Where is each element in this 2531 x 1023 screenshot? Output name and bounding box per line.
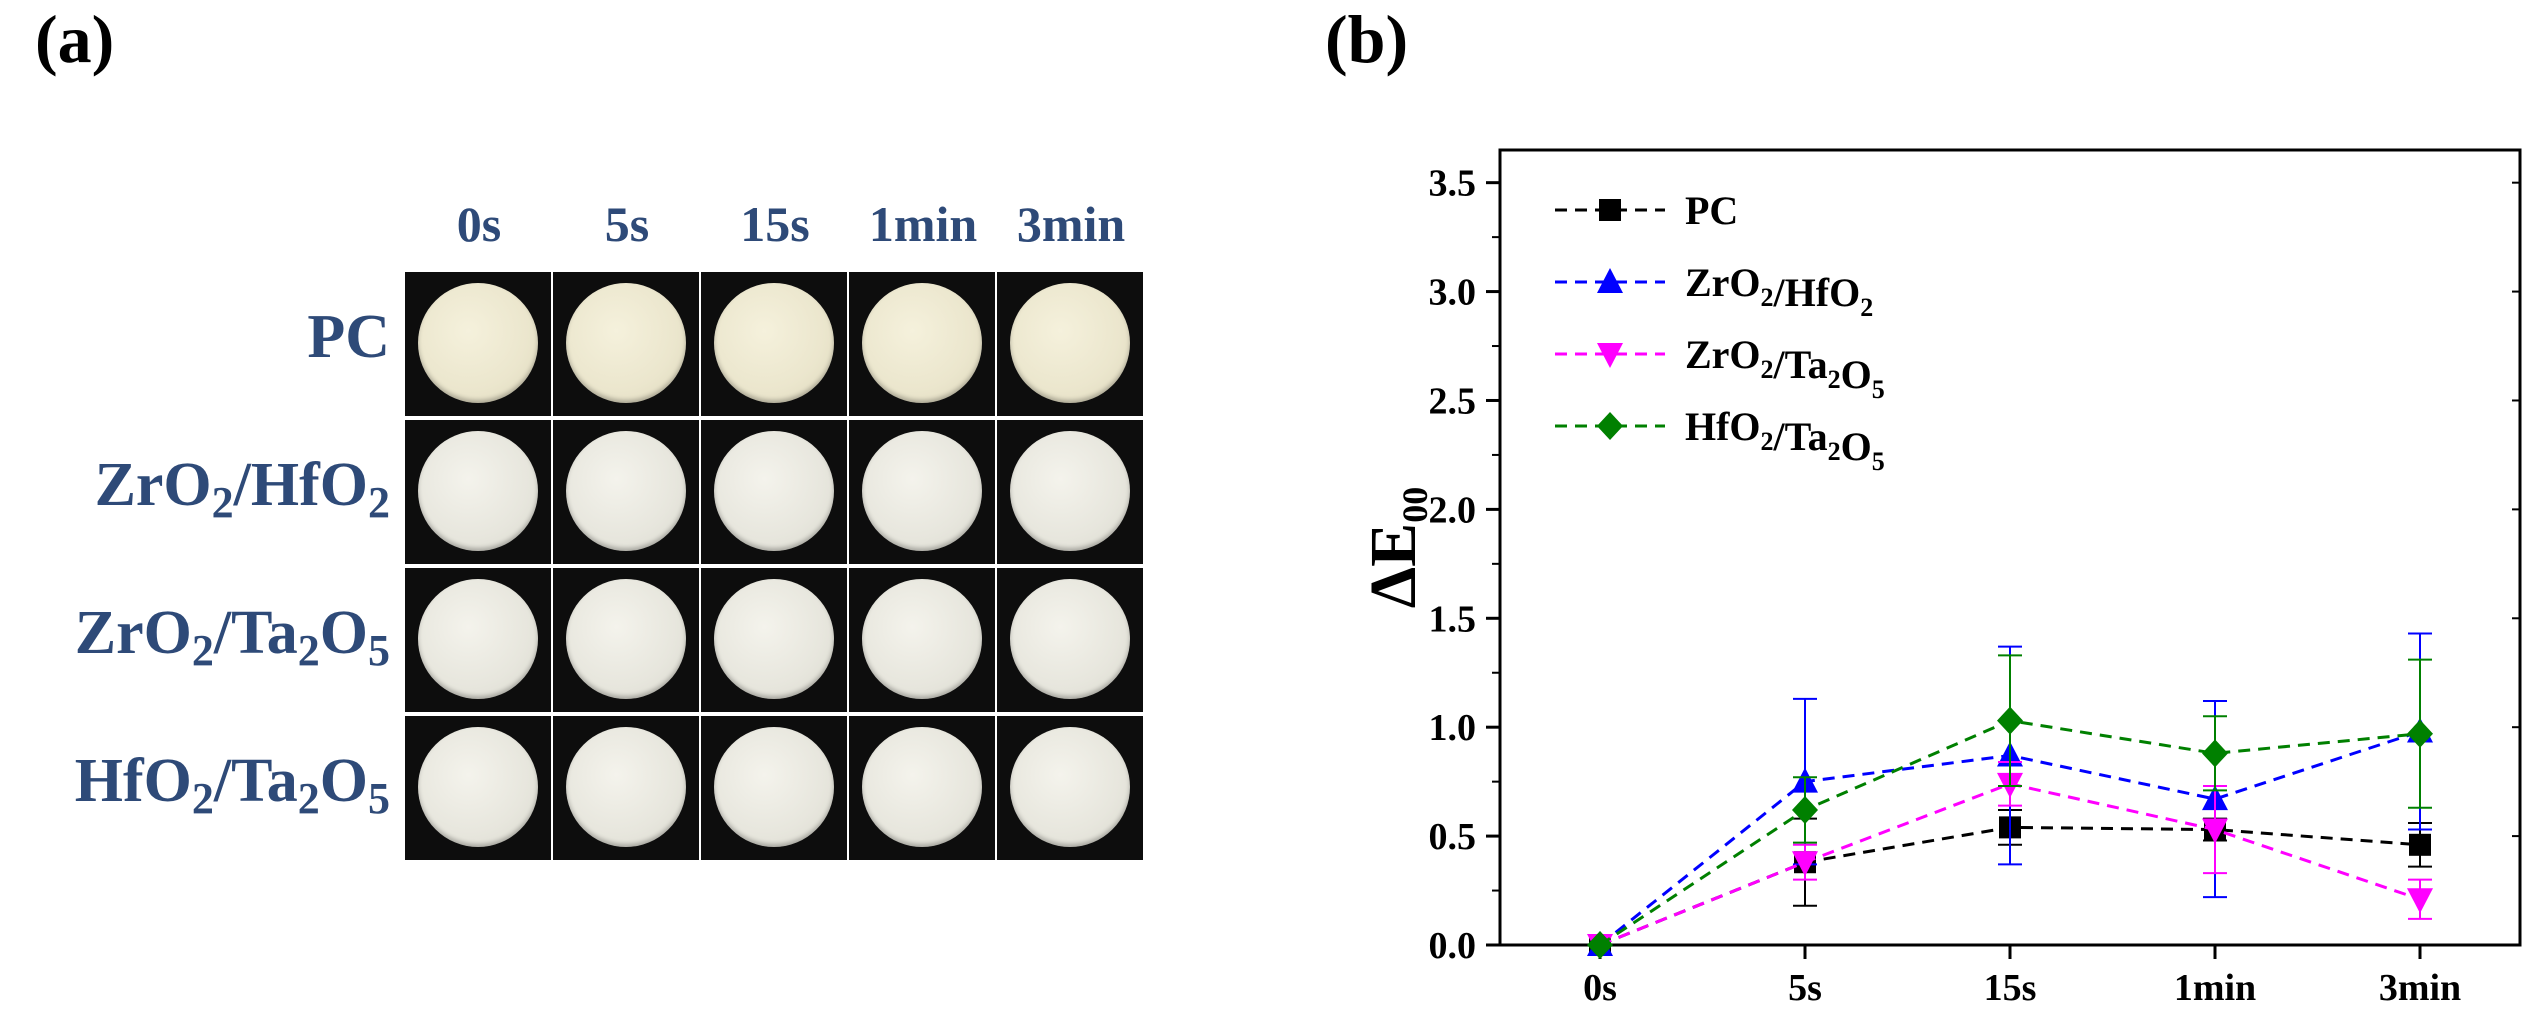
column-label: 15s [740, 196, 810, 252]
panel-b-label: (b) [1325, 1, 1409, 77]
sample-disk [566, 283, 686, 403]
y-tick-label: 0.5 [1429, 816, 1477, 858]
sample-disk [1010, 283, 1130, 403]
data-point [2202, 739, 2228, 768]
x-tick-label: 3min [2379, 967, 2461, 1009]
data-point [1792, 851, 1818, 877]
y-tick-label: 0.0 [1429, 925, 1477, 967]
sample-photo [553, 716, 699, 860]
sample-photo [701, 716, 847, 860]
series-2 [1599, 761, 2432, 947]
x-tick-label: 5s [1788, 967, 1822, 1009]
sample-disk [418, 579, 538, 699]
sample-photo [849, 568, 995, 712]
sample-photo [553, 272, 699, 416]
sample-photo [405, 568, 551, 712]
y-axis-label: ΔE00 [1357, 487, 1435, 608]
sample-disk [714, 727, 834, 847]
series-1 [1599, 632, 2432, 947]
sample-photo [849, 420, 995, 564]
row-label: ZrO2/HfO2 [94, 451, 390, 527]
series-3 [1599, 654, 2432, 947]
sample-disk [418, 431, 538, 551]
sample-photo [553, 420, 699, 564]
x-tick-label: 0s [1583, 967, 1617, 1009]
data-point [1587, 931, 1613, 959]
y-tick-label: 1.5 [1429, 598, 1477, 640]
legend-label: HfO2/Ta2O5 [1685, 404, 1885, 476]
x-tick-label: 1min [2174, 967, 2256, 1009]
row-label: ZrO2/Ta2O5 [74, 599, 390, 675]
sample-disk [862, 283, 982, 403]
column-label: 0s [456, 196, 502, 252]
sample-disk [566, 579, 686, 699]
y-tick-label: 2.5 [1429, 380, 1477, 422]
y-tick-label: 1.0 [1429, 707, 1477, 749]
sample-disk [862, 431, 982, 551]
sample-disk [862, 579, 982, 699]
sample-photo [405, 716, 551, 860]
sample-disk [714, 579, 834, 699]
y-tick-label: 3.5 [1429, 163, 1477, 205]
legend-marker [1597, 412, 1623, 440]
sample-photo [701, 568, 847, 712]
sample-photo [997, 272, 1143, 416]
sample-disk [714, 431, 834, 551]
data-point [1792, 795, 1818, 824]
legend-label: ZrO2/Ta2O5 [1685, 332, 1885, 404]
sample-photo [701, 272, 847, 416]
panel-a-label: (a) [35, 1, 115, 77]
row-label: PC [307, 303, 390, 371]
legend-marker [1597, 343, 1623, 368]
sample-disk [862, 727, 982, 847]
sample-photo [849, 716, 995, 860]
x-tick-label: 15s [1984, 967, 2037, 1009]
row-label: HfO2/Ta2O5 [74, 747, 390, 823]
sample-photo [553, 568, 699, 712]
data-point [2407, 888, 2433, 914]
column-label: 5s [604, 196, 650, 252]
sample-disk [418, 727, 538, 847]
data-point [2202, 818, 2228, 844]
legend-marker [1599, 199, 1621, 221]
column-label: 1min [868, 196, 978, 252]
panel-a: (a) 0s 5s 15s 1min 3min PC ZrO2/HfO2 ZrO2/Ta2O5… [0, 0, 1240, 1023]
sample-photo [701, 420, 847, 564]
legend-marker [1597, 268, 1623, 293]
sample-photo [405, 272, 551, 416]
sample-photo [849, 272, 995, 416]
sample-photo [997, 568, 1143, 712]
sample-photo [405, 420, 551, 564]
sample-photo [997, 420, 1143, 564]
y-tick-label: 2.0 [1429, 489, 1477, 531]
legend-label: PC [1685, 188, 1738, 233]
data-point [2407, 719, 2433, 748]
data-point [2409, 833, 2431, 856]
sample-disk [1010, 579, 1130, 699]
sample-disk [1010, 727, 1130, 847]
legend-label: ZrO2/HfO2 [1685, 260, 1873, 322]
sample-disk [714, 283, 834, 403]
sample-disk [1010, 431, 1130, 551]
sample-disk [566, 727, 686, 847]
data-point [1997, 706, 2023, 735]
sample-photo [997, 716, 1143, 860]
delta-e-chart: 0.0 0.5 1.0 1.5 2.0 2.5 3.0 3.5 0s 5s 15s 1min 3min Δ… [1357, 148, 2522, 1009]
sample-disk [566, 431, 686, 551]
sample-disk [418, 283, 538, 403]
column-label: 3min [1016, 196, 1126, 252]
y-tick-label: 3.0 [1429, 272, 1477, 314]
